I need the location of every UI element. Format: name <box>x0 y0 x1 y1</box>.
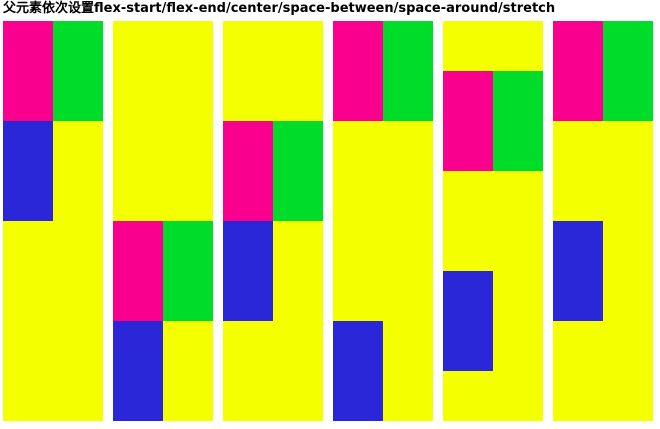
flex-item-3 <box>443 271 493 371</box>
space-around-container <box>443 21 543 421</box>
flex-item-1 <box>113 221 163 321</box>
flex-item-2 <box>383 21 433 121</box>
flex-item-1 <box>333 21 383 121</box>
flex-item-2 <box>163 221 213 321</box>
space-between-container <box>333 21 433 421</box>
flex-item-1 <box>553 21 603 121</box>
flex-item-1 <box>3 21 53 121</box>
flex-item-1 <box>443 71 493 171</box>
center-container <box>223 21 323 421</box>
flex-start-container <box>3 21 103 421</box>
stretch-container <box>553 21 653 421</box>
flex-item-3 <box>553 221 603 321</box>
flex-item-3 <box>113 321 163 421</box>
page-title: 父元素依次设置flex-start/flex-end/center/space-… <box>3 1 556 16</box>
flex-item-1 <box>223 121 273 221</box>
flex-item-2 <box>493 71 543 171</box>
flex-item-2 <box>273 121 323 221</box>
flex-item-3 <box>223 221 273 321</box>
flex-end-container <box>113 21 213 421</box>
flex-item-2 <box>53 21 103 121</box>
flex-item-3 <box>3 121 53 221</box>
flex-item-3 <box>333 321 383 421</box>
flex-item-2 <box>603 21 653 121</box>
